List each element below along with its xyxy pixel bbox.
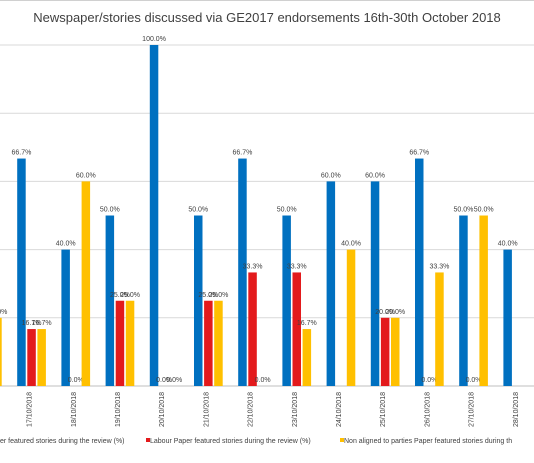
bar-labour	[115, 300, 125, 386]
x-tick-label: 28/10/2018	[513, 392, 520, 427]
x-tick-label: 20/10/2018	[159, 392, 166, 427]
bar-conservative	[194, 215, 203, 386]
x-tick-label: 25/10/2018	[380, 392, 387, 427]
x-tick-label: 27/10/2018	[469, 392, 476, 427]
bar-non-aligned	[391, 317, 400, 386]
bar-non-aligned	[37, 329, 46, 386]
data-label: 40.0%	[498, 241, 518, 248]
bar-labour	[27, 329, 36, 386]
data-label: 25.0%	[198, 292, 218, 299]
data-label: 33.3%	[287, 263, 307, 270]
legend-swatch	[340, 438, 344, 442]
bar-conservative	[282, 215, 291, 386]
bar-conservative	[326, 181, 336, 386]
data-label: 0.0%	[255, 377, 271, 384]
bar-non-aligned	[214, 300, 223, 386]
bar-non-aligned	[0, 317, 2, 386]
data-label: 50.0%	[474, 207, 494, 214]
x-tick-label: 26/10/2018	[424, 392, 431, 427]
x-tick-label: 24/10/2018	[336, 392, 343, 427]
data-label: 20.0%	[375, 309, 395, 316]
x-tick-label: 18/10/2018	[71, 392, 78, 427]
x-tick-label: 21/10/2018	[203, 392, 210, 427]
data-label: 0.0%	[68, 377, 84, 384]
data-label: 50.0%	[188, 207, 208, 214]
data-label: 0.0%	[156, 377, 172, 384]
bar-conservative	[238, 158, 247, 386]
bar-conservative	[105, 215, 115, 386]
bar-non-aligned	[125, 300, 135, 386]
data-label: 40.0%	[56, 241, 76, 248]
bar-conservative	[370, 181, 380, 386]
data-label: 16.7%	[32, 320, 52, 327]
data-label: 50.0%	[100, 207, 120, 214]
bar-conservative	[149, 45, 159, 386]
data-label: 50.0%	[454, 207, 474, 214]
x-tick-label: 22/10/2018	[248, 392, 255, 427]
data-label: 25.0%	[110, 292, 130, 299]
bar-conservative	[17, 158, 26, 386]
legend-swatch	[146, 438, 150, 442]
bar-conservative	[61, 249, 70, 386]
data-label: 16.7%	[22, 320, 42, 327]
data-label: 33.3%	[243, 263, 263, 270]
data-label: 60.0%	[76, 172, 96, 179]
data-label: 66.7%	[409, 150, 429, 157]
data-label: 25.0%	[120, 292, 140, 299]
x-tick-label: 17/10/2018	[27, 392, 34, 427]
bar-labour	[204, 300, 213, 386]
bar-conservative	[415, 158, 424, 386]
bar-non-aligned	[81, 181, 91, 386]
bar-labour	[380, 317, 390, 386]
bar-conservative	[459, 215, 468, 386]
data-label: 40.0%	[341, 241, 361, 248]
data-label: 60.0%	[321, 172, 341, 179]
bar-non-aligned	[435, 272, 444, 386]
bar-conservative	[503, 249, 512, 386]
data-label: 16.7%	[297, 320, 317, 327]
data-label: 0.0%	[166, 377, 182, 384]
bar-labour	[248, 272, 257, 386]
bar-non-aligned	[479, 215, 488, 386]
data-label: 50.0%	[277, 207, 297, 214]
data-label: 66.7%	[12, 150, 32, 157]
bar-non-aligned	[346, 249, 356, 386]
data-label: 20.0%	[0, 309, 7, 316]
bar-labour	[292, 272, 301, 386]
data-label: 33.3%	[430, 263, 450, 270]
data-label: 20.0%	[385, 309, 405, 316]
data-label: 100.0%	[142, 36, 166, 43]
data-label: 66.7%	[233, 150, 253, 157]
data-label: 25.0%	[209, 292, 229, 299]
data-label: 60.0%	[365, 172, 385, 179]
legend-item-label: Labour Paper featured stories during the…	[150, 438, 311, 445]
legend-item-label: Non aligned to parties Paper featured st…	[344, 438, 512, 445]
data-label: 0.0%	[421, 377, 437, 384]
x-tick-label: 19/10/2018	[115, 392, 122, 427]
data-label: 0.0%	[466, 377, 482, 384]
x-tick-label: 23/10/2018	[292, 392, 299, 427]
legend-item-label: er featured stories during the review (%…	[0, 438, 125, 445]
chart-title: Newspaper/stories discussed via GE2017 e…	[33, 10, 501, 25]
bar-non-aligned	[302, 329, 312, 386]
